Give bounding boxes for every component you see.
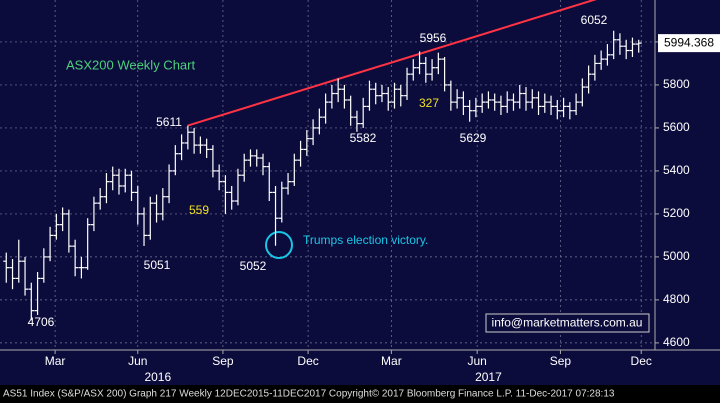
annotation: 5611 xyxy=(156,115,182,129)
y-tick-label: 4600 xyxy=(663,335,690,349)
contact: info@marketmatters.com.au xyxy=(492,316,643,330)
footer: AS51 Index (S&P/ASX 200) Graph 217 Weekl… xyxy=(3,389,615,400)
x-tick-label: Jun xyxy=(128,354,147,368)
x-tick-label: Sep xyxy=(550,354,572,368)
annotation: 5052 xyxy=(240,259,267,273)
y-tick-label: 5000 xyxy=(663,249,690,263)
year-label: 2017 xyxy=(475,370,502,384)
chart-title: ASX200 Weekly Chart xyxy=(66,57,195,72)
y-tick-label: 5400 xyxy=(663,163,690,177)
highlight-circle xyxy=(265,231,293,259)
annotation: 5629 xyxy=(460,131,487,145)
x-tick-label: Mar xyxy=(45,354,66,368)
last-price-box xyxy=(658,34,720,53)
y-tick-label: 5800 xyxy=(663,77,690,91)
x-tick-label: Mar xyxy=(381,354,402,368)
annotation: 559 xyxy=(189,203,209,217)
annotation: 5956 xyxy=(420,31,447,45)
annotation: 5051 xyxy=(144,258,171,272)
annotation: 6052 xyxy=(581,13,608,27)
x-tick-label: Sep xyxy=(212,354,234,368)
footer-bar xyxy=(0,385,720,403)
annotation: 4706 xyxy=(28,315,55,329)
y-tick-label: 4800 xyxy=(663,292,690,306)
x-tick-label: Dec xyxy=(297,354,318,368)
annotation: Trumps election victory. xyxy=(303,233,428,247)
y-tick-label: 5600 xyxy=(663,120,690,134)
annotation: 5582 xyxy=(350,131,377,145)
trendline xyxy=(187,0,597,127)
x-tick-label: Dec xyxy=(631,354,652,368)
annotation: 327 xyxy=(419,96,439,110)
year-label: 2016 xyxy=(144,370,171,384)
last-price: 5994.368 xyxy=(664,35,714,49)
x-tick-label: Jun xyxy=(467,354,486,368)
y-tick-label: 5200 xyxy=(663,206,690,220)
contact-box xyxy=(485,313,650,333)
